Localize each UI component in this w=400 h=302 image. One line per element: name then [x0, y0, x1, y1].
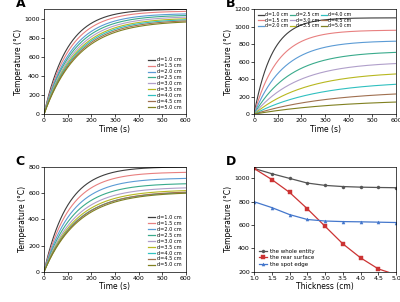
- the spot edge: [376, 220, 381, 224]
- Text: C: C: [16, 155, 25, 168]
- Y-axis label: Temperature (°C): Temperature (°C): [224, 186, 233, 252]
- Text: A: A: [16, 0, 25, 10]
- the spot edge: [305, 218, 310, 221]
- Text: B: B: [226, 0, 235, 10]
- the whole entity: [394, 186, 398, 190]
- Y-axis label: Temperature (°C): Temperature (°C): [224, 29, 233, 95]
- the rear surface: [394, 273, 398, 277]
- the whole entity: [340, 185, 345, 188]
- the rear surface: [305, 207, 310, 210]
- the rear surface: [376, 267, 381, 271]
- Line: the rear surface: the rear surface: [252, 167, 398, 276]
- X-axis label: Time (s): Time (s): [100, 282, 130, 291]
- Legend: d=1.0 cm, d=1.5 cm, d=2.0 cm, d=2.5 cm, d=3.0 cm, d=3.5 cm, d=4.0 cm, d=4.5 cm, : d=1.0 cm, d=1.5 cm, d=2.0 cm, d=2.5 cm, …: [256, 10, 353, 30]
- the spot edge: [358, 220, 363, 224]
- the rear surface: [323, 224, 328, 228]
- Line: the spot edge: the spot edge: [252, 200, 398, 224]
- Y-axis label: Temperature (°C): Temperature (°C): [18, 186, 27, 252]
- Line: the whole entity: the whole entity: [252, 167, 398, 189]
- the rear surface: [358, 256, 363, 260]
- the whole entity: [287, 177, 292, 180]
- the spot edge: [270, 206, 274, 209]
- Legend: d=1.0 cm, d=1.5 cm, d=2.0 cm, d=2.5 cm, d=3.0 cm, d=3.5 cm, d=4.0 cm, d=4.5 cm, : d=1.0 cm, d=1.5 cm, d=2.0 cm, d=2.5 cm, …: [146, 213, 184, 269]
- the whole entity: [270, 172, 274, 175]
- the whole entity: [252, 167, 256, 170]
- X-axis label: Time (s): Time (s): [310, 125, 340, 134]
- Y-axis label: Temperature (°C): Temperature (°C): [14, 29, 23, 95]
- the spot edge: [252, 200, 256, 204]
- Legend: the whole entity, the rear surface, the spot edge: the whole entity, the rear surface, the …: [257, 247, 316, 269]
- Text: D: D: [226, 155, 236, 168]
- X-axis label: Time (s): Time (s): [100, 125, 130, 134]
- the rear surface: [252, 167, 256, 170]
- the spot edge: [340, 220, 345, 223]
- the whole entity: [358, 185, 363, 189]
- the spot edge: [323, 219, 328, 223]
- the spot edge: [394, 221, 398, 224]
- the rear surface: [287, 191, 292, 194]
- the rear surface: [270, 178, 274, 182]
- the whole entity: [323, 184, 328, 187]
- the whole entity: [305, 181, 310, 185]
- the spot edge: [287, 213, 292, 217]
- Legend: d=1.0 cm, d=1.5 cm, d=2.0 cm, d=2.5 cm, d=3.0 cm, d=3.5 cm, d=4.0 cm, d=4.5 cm, : d=1.0 cm, d=1.5 cm, d=2.0 cm, d=2.5 cm, …: [146, 56, 184, 112]
- X-axis label: Thickness (cm): Thickness (cm): [296, 282, 354, 291]
- the whole entity: [376, 186, 381, 189]
- the rear surface: [340, 242, 345, 246]
